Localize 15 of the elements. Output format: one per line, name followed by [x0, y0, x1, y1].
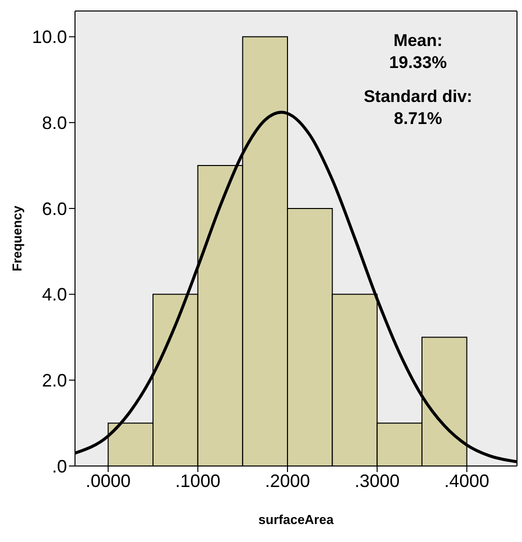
x-tick-label: .1000	[175, 470, 220, 491]
x-tick-label: .3000	[354, 470, 400, 491]
y-tick-label: .0	[52, 456, 67, 476]
y-axis-title: Frequency	[10, 204, 25, 272]
y-tick-label: 8.0	[42, 112, 67, 133]
x-tick-label: .2000	[264, 470, 310, 491]
y-tick-label: 2.0	[42, 370, 67, 391]
y-tick-label: 4.0	[42, 284, 67, 305]
y-tick-label: 6.0	[42, 198, 67, 219]
x-axis-title: surfaceArea	[258, 512, 334, 527]
annotation: Standard div: 8.71%	[362, 86, 474, 130]
x-tick-label: .0000	[86, 470, 131, 491]
y-tick-label: 10.0	[32, 27, 67, 48]
x-tick-label: .4000	[444, 470, 490, 491]
annotation: Mean: 19.33%	[388, 30, 448, 74]
